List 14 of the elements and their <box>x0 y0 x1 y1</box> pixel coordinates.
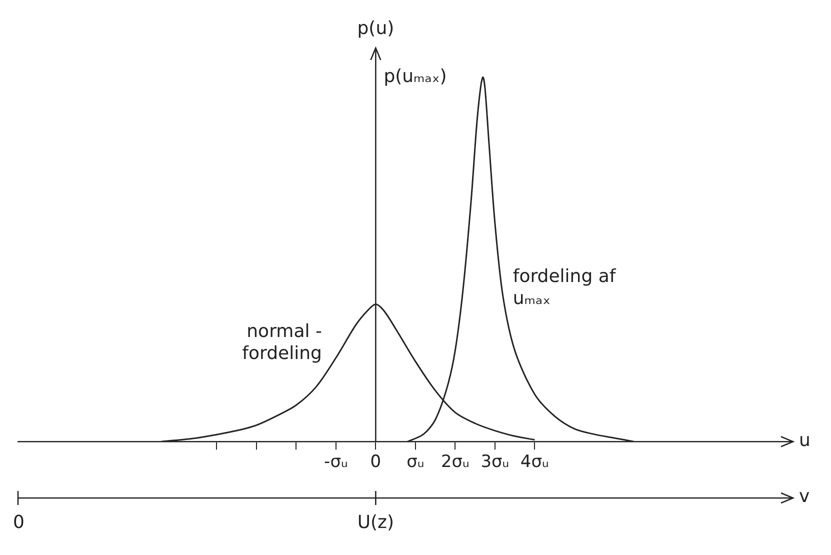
x-tick-label: 4σᵤ <box>520 452 549 472</box>
y-axis-title: p(u) <box>357 18 394 40</box>
annotation: p(uₘₐₓ) <box>384 66 447 88</box>
x-tick-label: 0 <box>370 452 382 472</box>
annotation: fordeling af uₘₐₓ <box>512 266 616 310</box>
x-tick-label: 3σᵤ <box>480 452 510 472</box>
x-tick-label: 2σᵤ <box>440 452 470 472</box>
annotation: normal - fordeling <box>242 321 322 364</box>
x-tick-label: σᵤ <box>406 452 424 472</box>
text: 0 <box>13 512 24 534</box>
x-tick-label: -σᵤ <box>324 452 348 472</box>
x-axis-title: u <box>799 430 810 452</box>
text: U(z) <box>357 512 394 534</box>
x2-axis-title: v <box>799 486 810 508</box>
